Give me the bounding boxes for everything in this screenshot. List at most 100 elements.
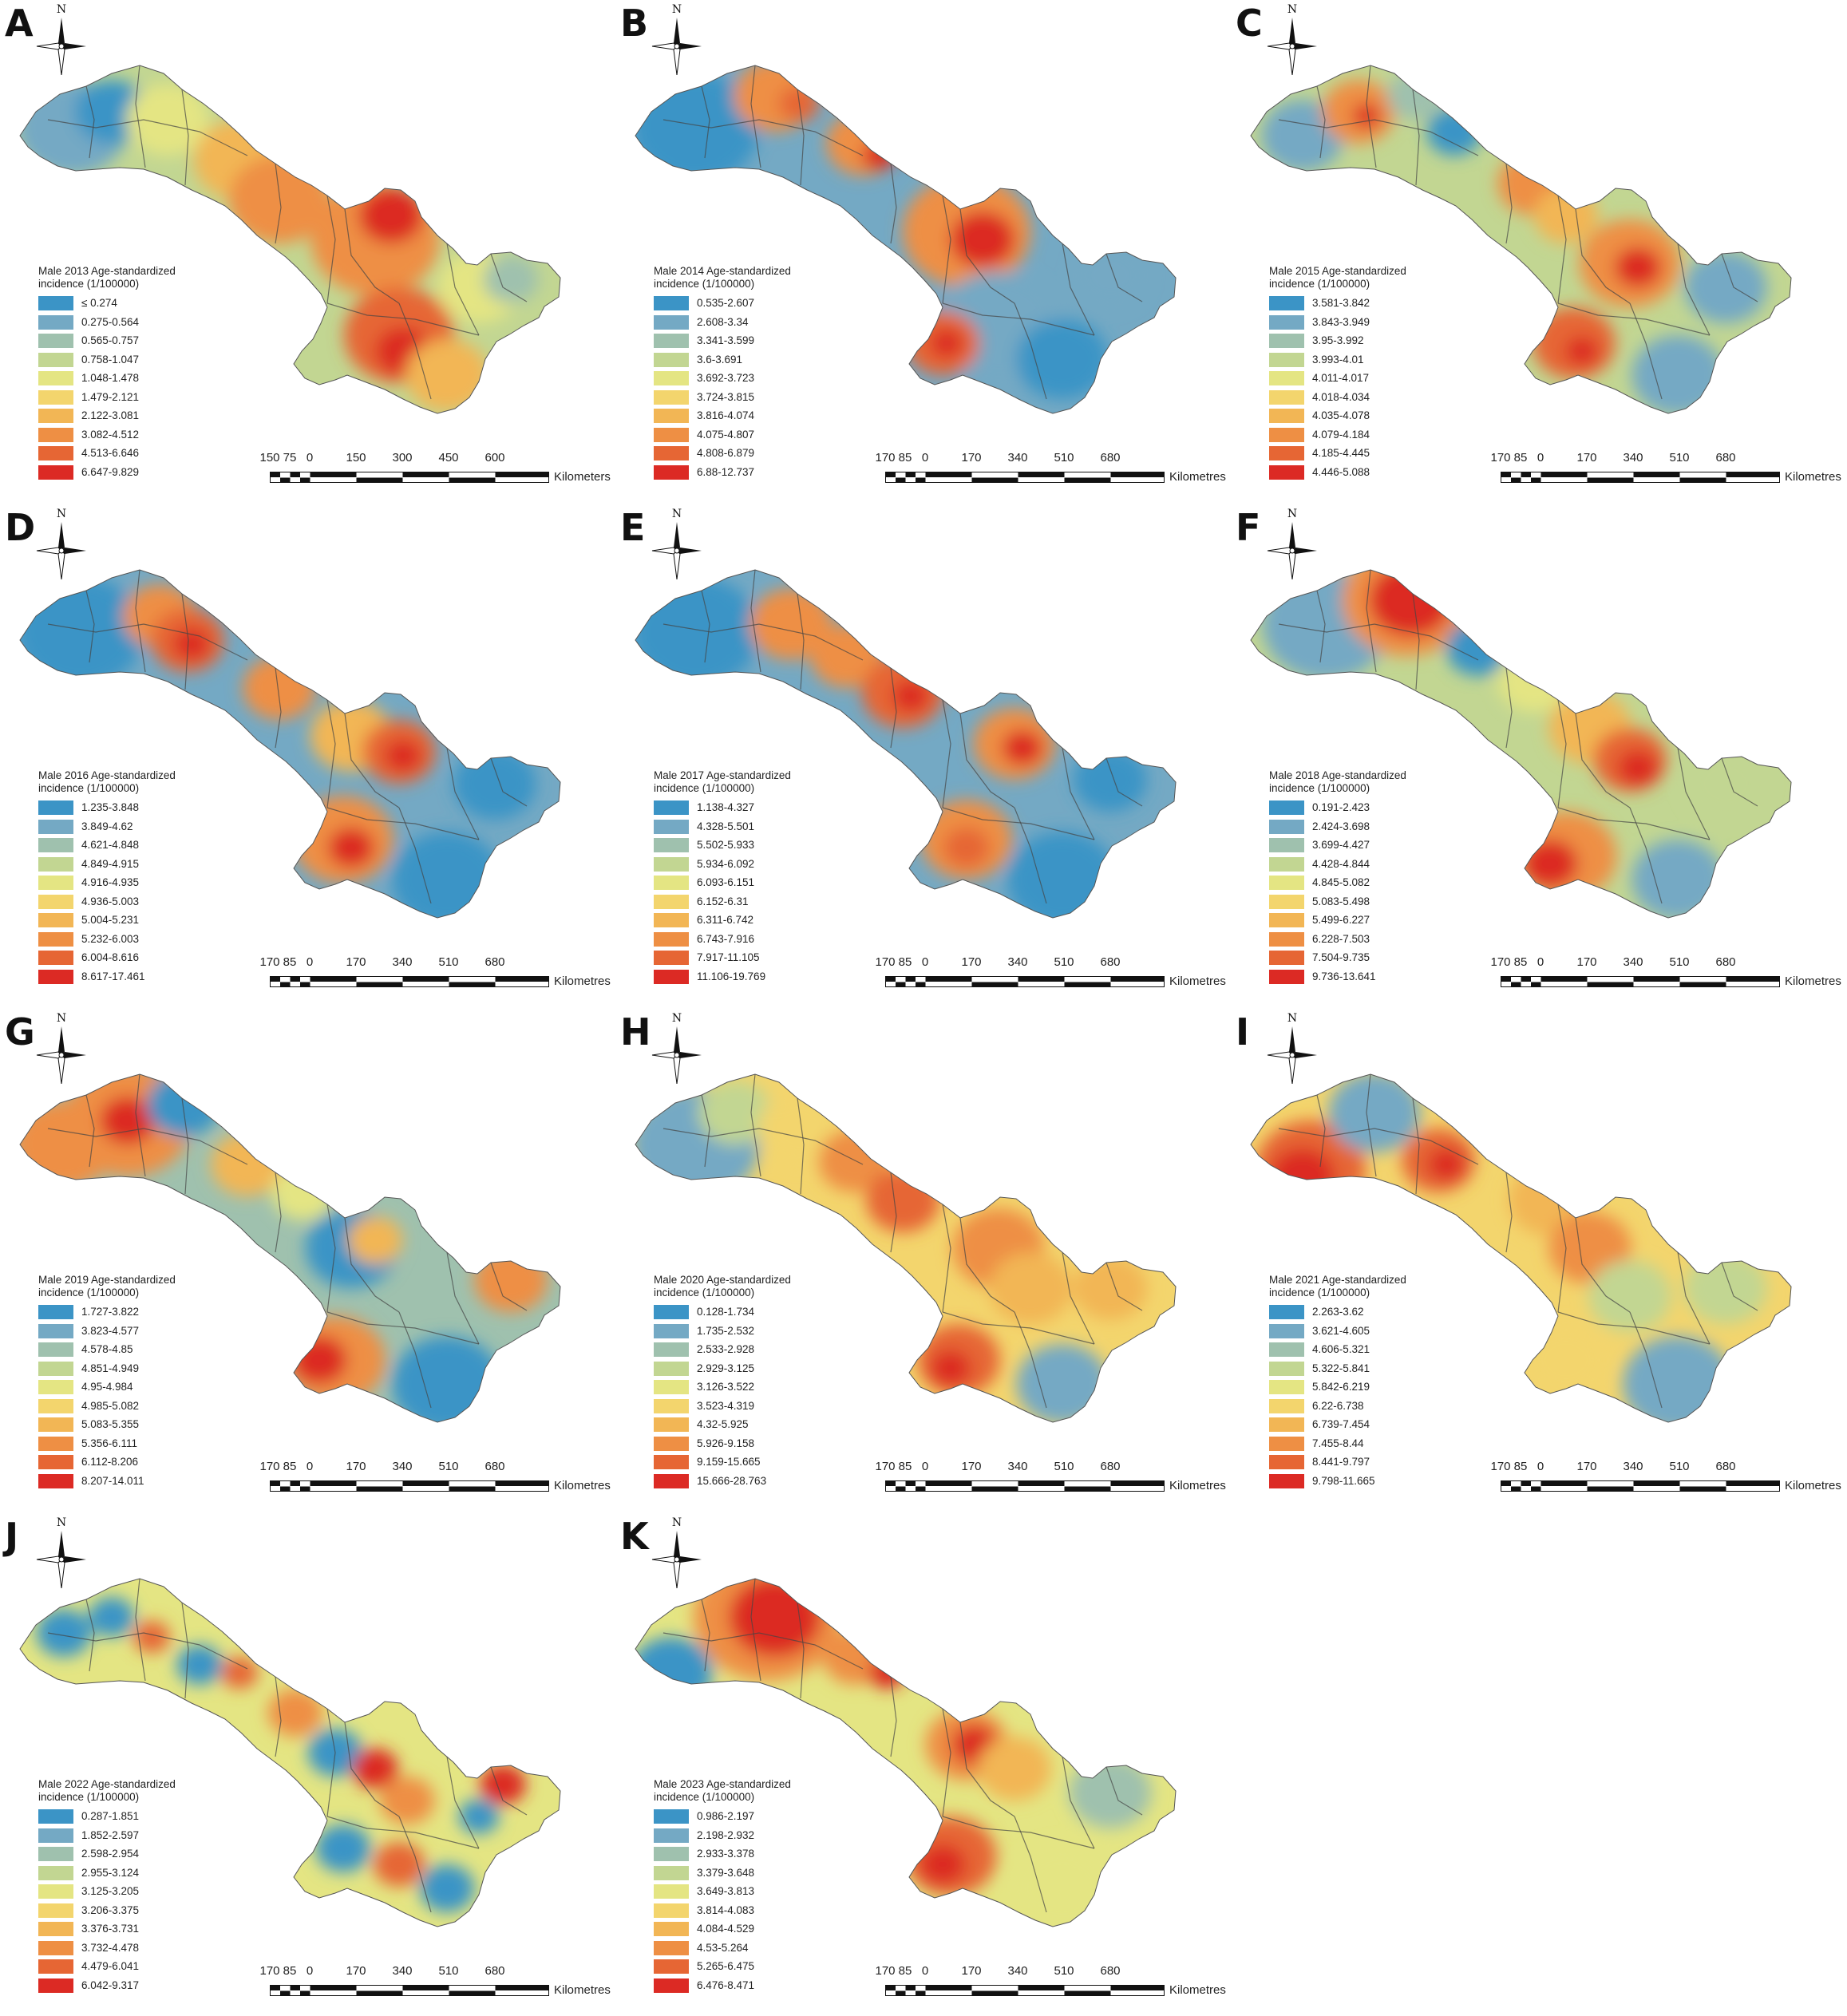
legend-unit-line: incidence (1/100000) — [1269, 782, 1370, 795]
legend-label: 3.581-3.842 — [1312, 297, 1370, 310]
incidence-zone — [1623, 1336, 1733, 1422]
legend-unit-line: incidence (1/100000) — [654, 1287, 755, 1299]
north-label: N — [1287, 1012, 1297, 1025]
legend-item: 3.523-4.319 — [654, 1397, 845, 1416]
scale-bar-graphic — [885, 1985, 1165, 1996]
north-arrow-icon: N — [36, 508, 86, 579]
county-boundary — [344, 713, 400, 808]
scale-tick-label: 170 — [875, 1964, 896, 1978]
legend-title: Male 2018 Age-standardized incidence (1/1… — [1269, 769, 1461, 795]
legend-label: 8.441-9.797 — [1312, 1456, 1370, 1469]
scale-bar: 170 85 0 170 340 510 680 Kilometres — [1490, 451, 1841, 495]
scale-bar: 170 85 0 170 340 510 680 Kilometres — [875, 955, 1225, 999]
scale-tick-label: 340 — [392, 1964, 413, 1978]
scale-tick-label: 510 — [438, 955, 459, 969]
legend-label: 5.842-6.219 — [1312, 1381, 1370, 1393]
scale-tick-label: 170 — [961, 1460, 982, 1473]
legend-label: 8.207-14.011 — [81, 1474, 144, 1487]
county-boundary — [890, 163, 897, 244]
scale-tick-label: 0 — [1537, 451, 1544, 464]
legend-item: 9.736-13.641 — [1269, 967, 1461, 986]
legend-label: 4.428-4.844 — [1312, 857, 1370, 870]
scale-tick-label: 170 — [259, 1964, 280, 1978]
scale-tick-label: 0 — [921, 955, 929, 969]
legend-item: 5.926-9.158 — [654, 1434, 845, 1453]
map-panel-e: E N Male 2017 Age-standardized incidence (1… — [615, 504, 1231, 1007]
county-boundary — [942, 1311, 1095, 1345]
county-boundary — [1412, 89, 1420, 186]
county-boundary — [344, 1217, 400, 1313]
legend-swatch — [1269, 1380, 1304, 1395]
legend-swatch — [38, 1959, 73, 1974]
legend-item: 6.093-6.151 — [654, 873, 845, 892]
incidence-zone — [749, 588, 833, 660]
legend-title-line: Male 2015 Age-standardized — [1269, 265, 1406, 277]
legend-item: 4.079-4.184 — [1269, 425, 1461, 445]
incidence-zone — [1016, 1344, 1109, 1422]
legend-item: 4.428-4.844 — [1269, 855, 1461, 874]
legend-swatch — [38, 856, 73, 872]
county-boundary — [942, 807, 1095, 840]
scale-tick-label: 680 — [1100, 1964, 1121, 1978]
legend-swatch — [38, 1361, 73, 1376]
county-boundary — [890, 667, 897, 749]
scale-tick-label: 300 — [392, 451, 413, 464]
legend-swatch — [38, 876, 73, 891]
legend-unit-line: incidence (1/100000) — [654, 278, 755, 291]
legend-unit-line: incidence (1/100000) — [654, 782, 755, 795]
scale-tick-label: 340 — [1623, 1460, 1643, 1473]
legend-title: Male 2014 Age-standardized incidence (1/1… — [654, 265, 845, 291]
incidence-zone — [1684, 251, 1767, 323]
scale-unit: Kilometers — [554, 470, 611, 484]
north-label: N — [1287, 3, 1297, 16]
scale-bar: 170 85 0 170 340 510 680 Kilometres — [259, 955, 610, 999]
legend-unit-line: incidence (1/100000) — [38, 1791, 140, 1804]
scale-tick-label: 510 — [1669, 1460, 1690, 1473]
legend-label: 4.985-5.082 — [81, 1399, 140, 1412]
legend-item: 5.083-5.498 — [1269, 892, 1461, 911]
scale-bar-graphic — [270, 1985, 549, 1996]
legend-label: 6.739-7.454 — [1312, 1418, 1370, 1431]
scale-tick-label: 150 — [259, 451, 280, 464]
scale-tick-label: 510 — [1054, 1460, 1074, 1473]
legend-title: Male 2020 Age-standardized incidence (1/1… — [654, 1274, 845, 1299]
county-boundary — [326, 302, 480, 336]
north-arrow-icon: N — [651, 3, 702, 75]
incidence-zone — [1428, 1148, 1465, 1180]
county-boundary — [942, 1204, 951, 1313]
legend-item: 8.207-14.011 — [38, 1472, 230, 1491]
county-boundary — [1557, 1311, 1711, 1345]
scale-tick-label: 680 — [1715, 1460, 1736, 1473]
legend-item: 4.185-4.445 — [1269, 444, 1461, 463]
legend-item: 3.823-4.577 — [38, 1322, 230, 1341]
legend-label: 6.152-6.31 — [697, 895, 749, 907]
map-legend: Male 2018 Age-standardized incidence (1/1… — [1269, 769, 1461, 986]
legend-label: 5.499-6.227 — [1312, 914, 1370, 927]
scale-tick-label: 510 — [438, 1964, 459, 1978]
county-boundary — [701, 85, 710, 159]
legend-item: 0.986-2.197 — [654, 1807, 845, 1826]
county-boundary — [47, 1128, 248, 1165]
scale-tick-label: 170 — [875, 955, 896, 969]
legend-item: 5.842-6.219 — [1269, 1378, 1461, 1397]
legend-swatch — [1269, 1342, 1304, 1358]
legend-swatch — [38, 913, 73, 928]
legend-label: 3.126-3.522 — [697, 1381, 755, 1393]
county-boundary — [797, 1602, 805, 1699]
county-boundary — [326, 195, 336, 304]
legend-swatch — [1269, 819, 1304, 834]
incidence-map — [635, 65, 1177, 414]
legend-label: 1.727-3.822 — [81, 1306, 140, 1318]
scale-bar: 170 85 0 170 340 510 680 Kilometres — [875, 451, 1225, 495]
legend-swatch — [38, 1903, 73, 1918]
legend-label: 6.042-9.317 — [81, 1978, 140, 1991]
county-boundary — [446, 1756, 480, 1849]
legend-label: 0.275-0.564 — [81, 315, 140, 328]
scale-tick-label: 680 — [1715, 955, 1736, 969]
north-label: N — [57, 3, 66, 16]
county-boundary — [1412, 593, 1420, 690]
county-boundary — [135, 1579, 146, 1682]
county-boundary — [490, 1262, 528, 1311]
legend-item: 3.724-3.815 — [654, 388, 845, 407]
county-boundary — [275, 667, 282, 749]
